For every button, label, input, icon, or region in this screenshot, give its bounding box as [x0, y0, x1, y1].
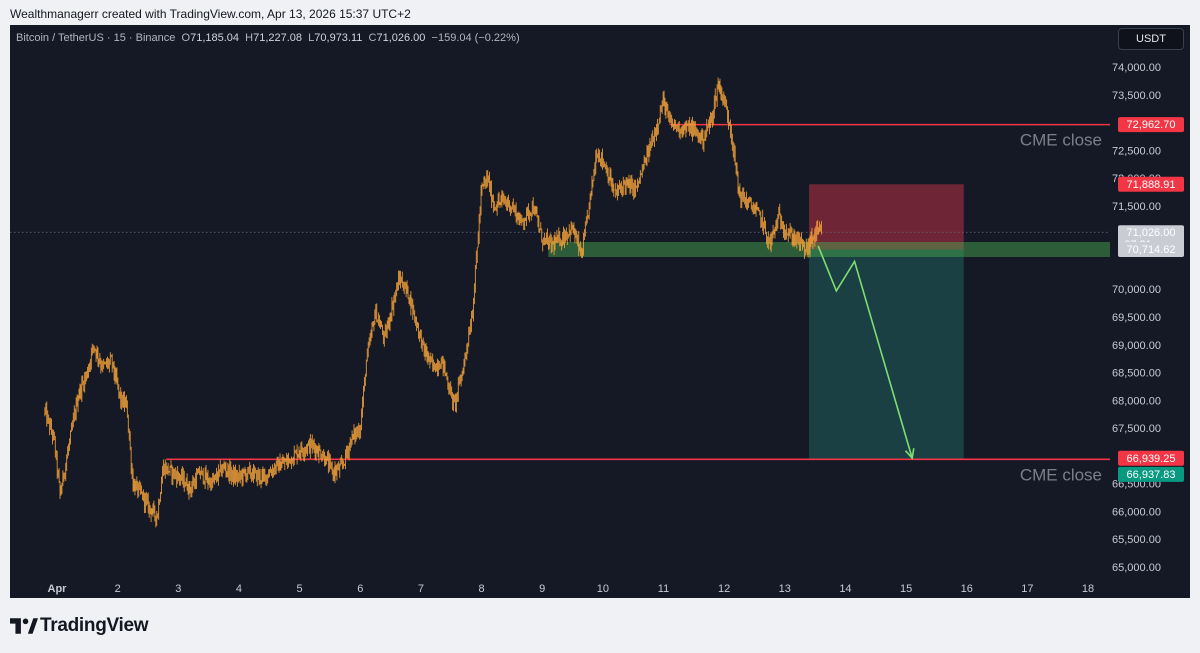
- price-tag-cme_low: [1118, 450, 1184, 466]
- time-tick-label: 5: [297, 583, 303, 595]
- time-tick-label: 12: [718, 583, 730, 595]
- price-axis: 74,000.0073,500.0072,500.0072,000.0071,5…: [1112, 62, 1161, 574]
- low-label: L: [308, 32, 315, 44]
- high-label: H: [245, 32, 254, 44]
- price-tick-label: 70,000.00: [1112, 284, 1161, 296]
- symbol-name: Bitcoin / TetherUS · 15 · Binance: [16, 32, 176, 44]
- time-tick-label: 13: [779, 583, 791, 595]
- footer: TradingView: [0, 598, 1200, 653]
- price-tag-stop-label: 71,888.91: [1127, 179, 1176, 191]
- price-tick-label: 71,500.00: [1112, 201, 1161, 213]
- zones-layer: [548, 184, 1110, 460]
- price-tick-label: 67,500.00: [1112, 423, 1161, 435]
- time-tick-label: 14: [839, 583, 851, 595]
- time-tick-label: 3: [175, 583, 181, 595]
- price-tick-label: 69,500.00: [1112, 312, 1161, 324]
- price-tag-cme_low-label: 66,939.25: [1127, 453, 1176, 465]
- time-tick-label: 10: [597, 583, 609, 595]
- price-tag-cme_high-label: 72,962.70: [1127, 119, 1176, 131]
- time-axis: Apr 2 3 4 5 6 7 8 9 10 11 12 13 14 15 16 17 18: [48, 583, 1095, 595]
- projection-path: [817, 245, 913, 459]
- time-tick-label: 4: [236, 583, 242, 595]
- stop-loss-zone: [809, 184, 964, 250]
- price-tick-label: 65,500.00: [1112, 534, 1161, 546]
- tradingview-brand: TradingView: [40, 615, 149, 636]
- price-tick-label: 69,000.00: [1112, 340, 1161, 352]
- cme-close-label: CME close: [1020, 465, 1102, 484]
- time-tick-label: 16: [961, 583, 973, 595]
- time-tick-label: 9: [539, 583, 545, 595]
- change-value: −159.04 (−0.22%): [431, 32, 520, 44]
- price-tick-label: 68,500.00: [1112, 368, 1161, 380]
- cme-close-label: CME close: [1020, 131, 1102, 150]
- time-tick-label: 2: [115, 583, 121, 595]
- price-chart[interactable]: CME close CME close 74,000.00 73,500.00 72,…: [10, 25, 1190, 598]
- low-value: 70,973.11: [314, 32, 363, 44]
- time-tick-label: 17: [1021, 583, 1033, 595]
- time-tick-label: 7: [418, 583, 424, 595]
- take-profit-zone: [809, 249, 964, 460]
- price-tick-label: 73,500.00: [1112, 90, 1161, 102]
- price-tag-target: [1118, 466, 1184, 482]
- tradingview-logo[interactable]: TradingView: [10, 615, 149, 636]
- price-tick-label: 65,000.00: [1112, 562, 1161, 574]
- price-tick-label: 72,500.00: [1112, 145, 1161, 157]
- price-tag-support: [1118, 242, 1184, 258]
- price-tick-label: 68,000.00: [1112, 395, 1161, 407]
- time-tick-label: 6: [357, 583, 363, 595]
- time-tick-label: 18: [1082, 583, 1094, 595]
- projection-arrowhead: [904, 448, 915, 460]
- high-value: 71,227.08: [253, 32, 303, 44]
- support-zone: [548, 242, 1110, 257]
- price-tags: 72,962.7071,888.9171,026.0007:2170,714.6…: [1118, 117, 1184, 482]
- time-tick-label: 11: [658, 583, 669, 595]
- price-tick-label: 74,000.00: [1112, 62, 1161, 74]
- price-tag-stop: [1118, 176, 1184, 192]
- open-value: 71,185.04: [190, 32, 240, 44]
- projection-layer: [817, 245, 915, 460]
- currency-button[interactable]: USDT: [1118, 28, 1184, 50]
- price-tag-support-label: 70,714.62: [1127, 244, 1176, 256]
- price-tick-label: 66,000.00: [1112, 506, 1161, 518]
- price-tag-last-label: 71,026.00: [1127, 227, 1176, 239]
- symbol-legend: Bitcoin / TetherUS · 15 · Binance O71,18…: [16, 32, 520, 44]
- close-label: C: [368, 32, 377, 44]
- chart-pane[interactable]: CME close CME close 74,000.00 73,500.00 72,…: [10, 25, 1190, 598]
- time-tick-label: 15: [900, 583, 912, 595]
- time-tick-label: 8: [478, 583, 484, 595]
- lines-layer: CME close CME close: [10, 123, 1110, 484]
- close-value: 71,026.00: [376, 32, 426, 44]
- price-tag-target-label: 66,937.83: [1127, 469, 1176, 481]
- price-tag-cme_high: [1118, 117, 1184, 133]
- time-tick-label: Apr: [48, 583, 68, 595]
- author-credit: Wealthmanagerr created with TradingView.…: [10, 7, 411, 21]
- top-bar: Wealthmanagerr created with TradingView.…: [0, 0, 1200, 26]
- candles-layer: [44, 77, 822, 528]
- tradingview-logo-icon: [10, 618, 38, 634]
- open-label: O: [181, 32, 191, 44]
